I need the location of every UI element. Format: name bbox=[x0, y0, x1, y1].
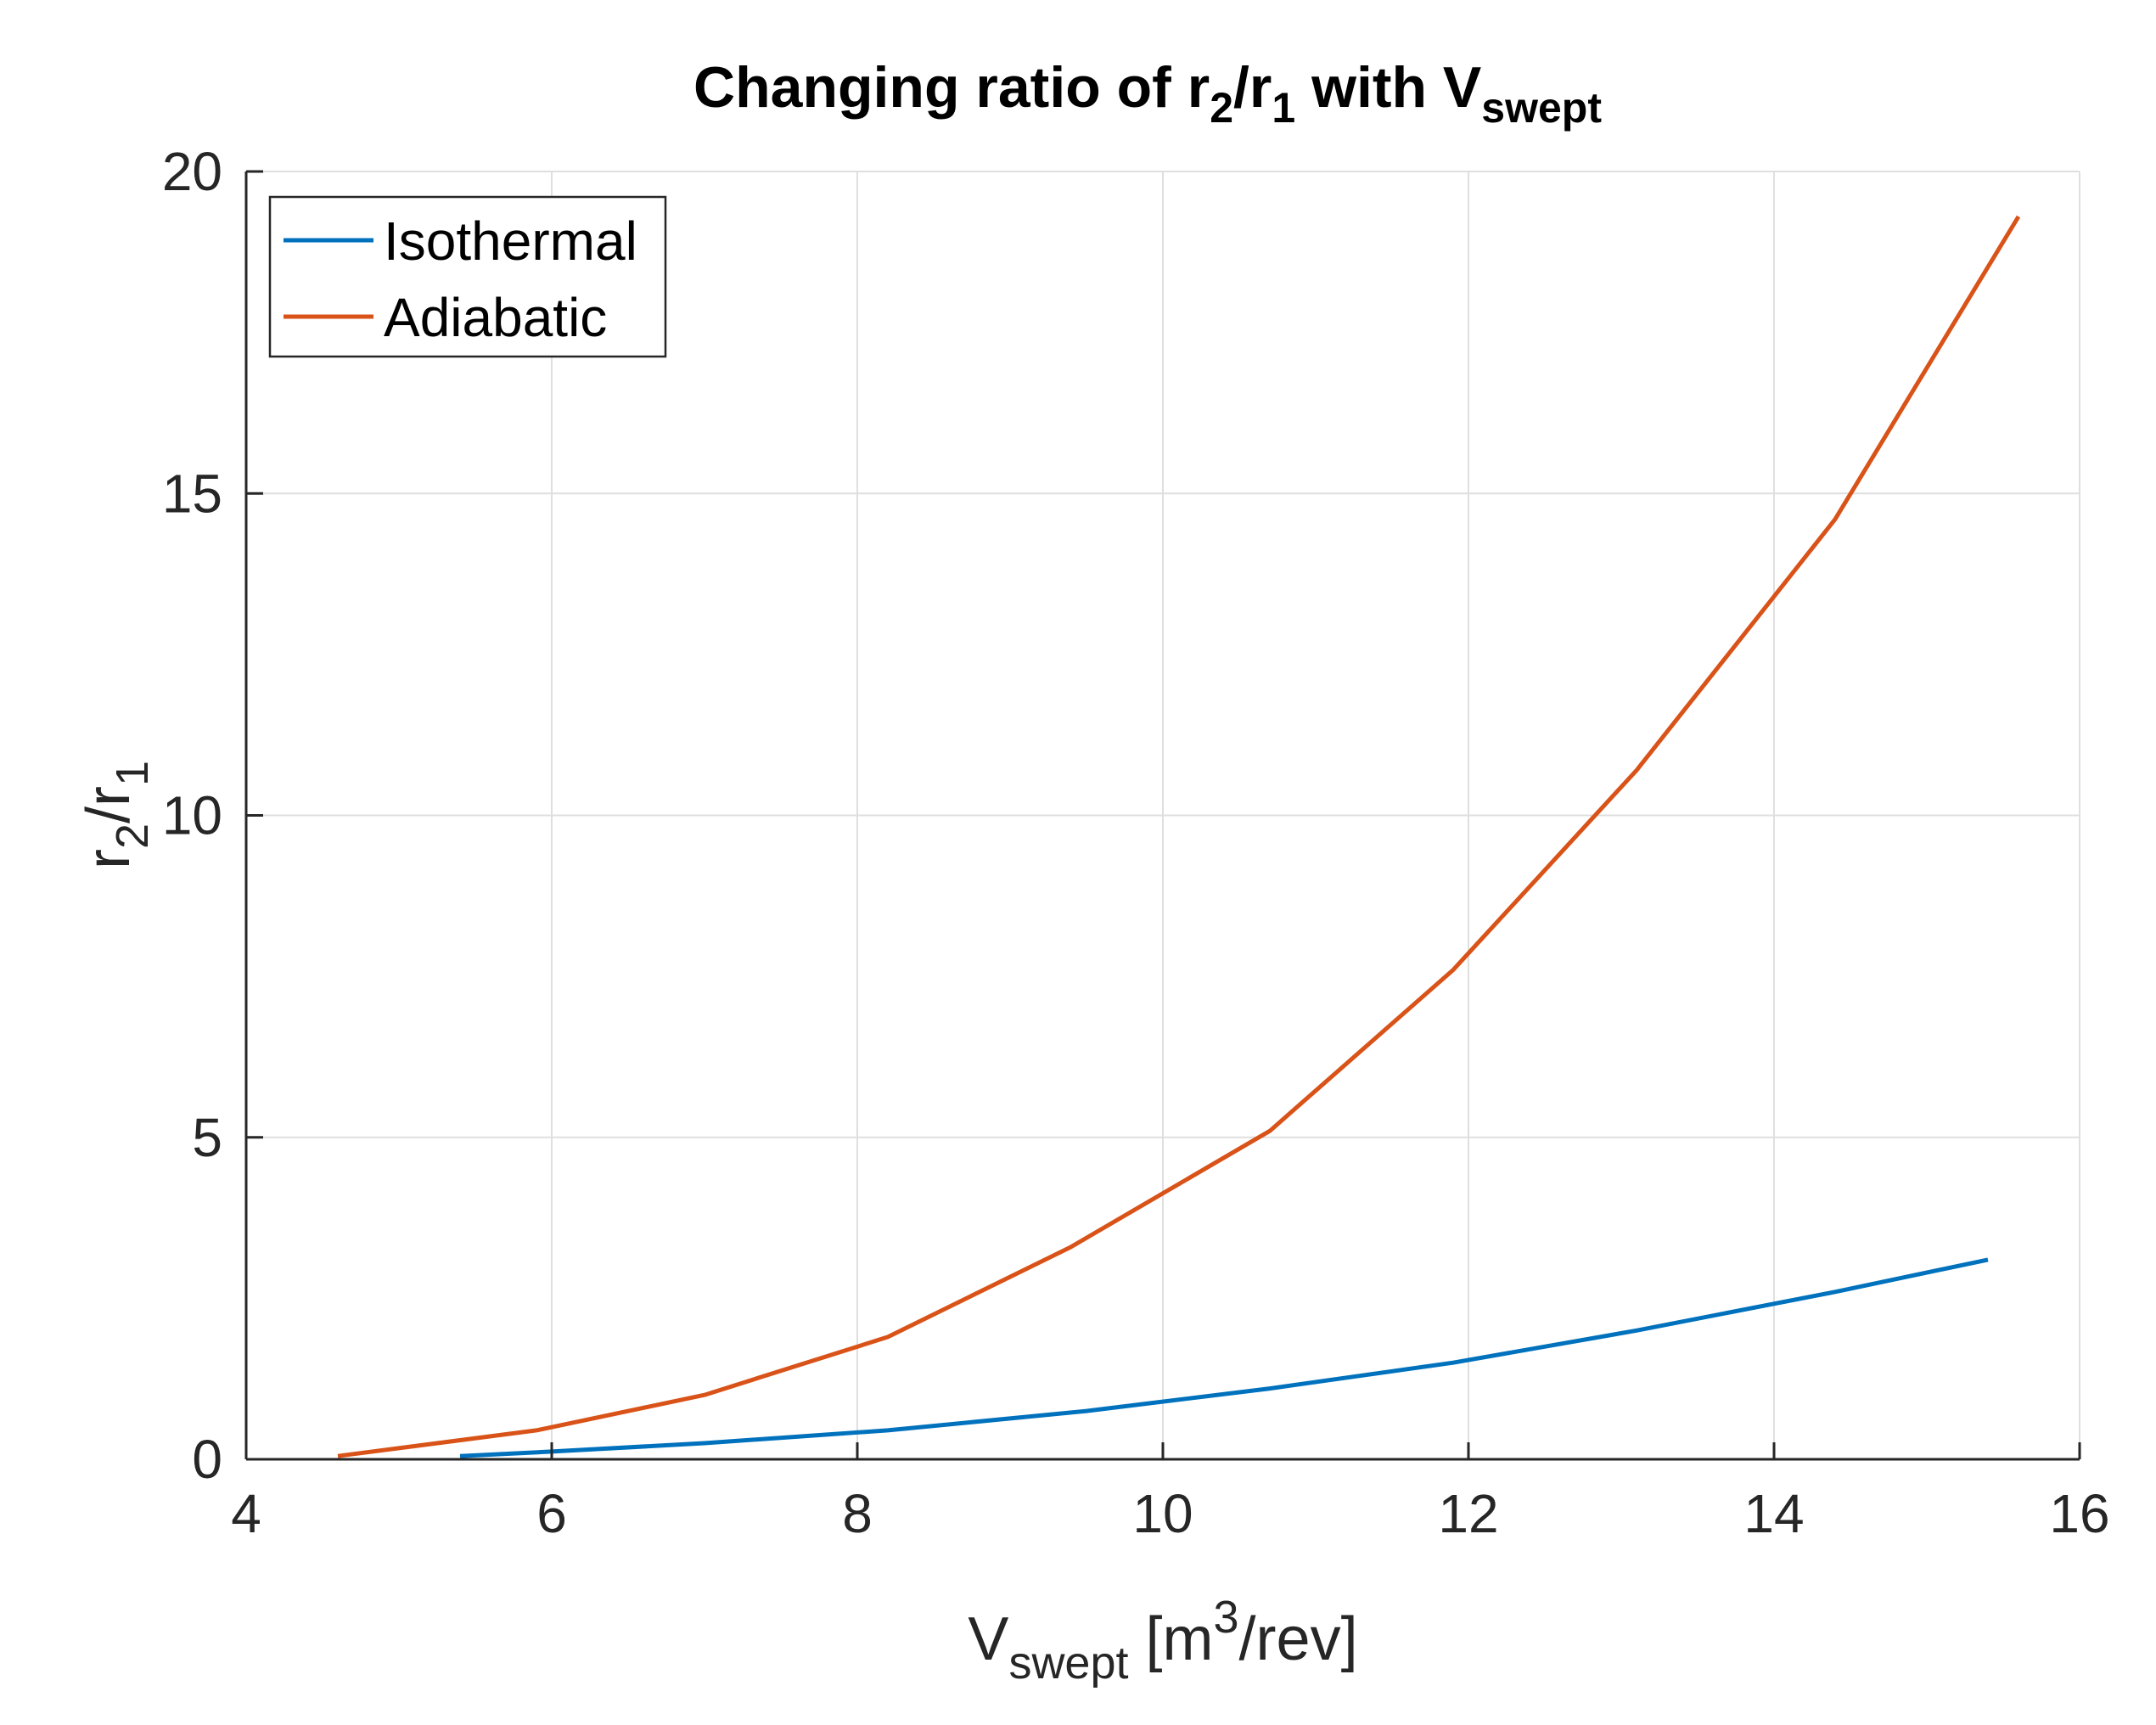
chart-title: Changing ratio of r2/r1 with Vswept bbox=[693, 55, 1602, 132]
y-tick-label-2: 10 bbox=[162, 785, 222, 846]
legend-label-adiabatic: Adiabatic bbox=[384, 287, 607, 348]
x-tick-label-4: 12 bbox=[1438, 1483, 1498, 1544]
tick-labels: 4 6 8 10 12 14 16 0 5 10 15 20 bbox=[162, 141, 2110, 1544]
title-sub-swept: swept bbox=[1481, 84, 1602, 132]
xlabel-unit-pre: [m bbox=[1129, 1605, 1214, 1673]
y-tick-label-1: 5 bbox=[192, 1107, 222, 1168]
x-tick-label-6: 16 bbox=[2049, 1483, 2109, 1544]
title-slash-r: /r bbox=[1233, 55, 1272, 120]
x-tick-label-3: 10 bbox=[1132, 1483, 1193, 1544]
x-tick-label-0: 4 bbox=[231, 1483, 261, 1544]
xlabel-sub-swept: swept bbox=[1008, 1638, 1128, 1688]
y-tick-label-0: 0 bbox=[192, 1429, 222, 1490]
x-tick-label-2: 8 bbox=[842, 1483, 873, 1544]
legend-label-isothermal: Isothermal bbox=[384, 211, 637, 272]
ylabel-sub-1: 1 bbox=[107, 761, 158, 786]
title-with-v: with V bbox=[1295, 55, 1481, 120]
series-line-isothermal bbox=[459, 1257, 1989, 1458]
ticks bbox=[244, 170, 2081, 1461]
xlabel-unit-post: /rev] bbox=[1239, 1605, 1358, 1673]
y-tick-label-4: 20 bbox=[162, 141, 222, 202]
series-layer bbox=[337, 215, 2021, 1458]
x-tick-label-5: 14 bbox=[1743, 1483, 1804, 1544]
legend-box bbox=[268, 195, 667, 358]
y-tick-label-3: 15 bbox=[162, 463, 222, 524]
ylabel-r: r bbox=[75, 849, 143, 869]
legend: Isothermal Adiabatic bbox=[268, 195, 667, 358]
series-line-adiabatic bbox=[337, 215, 2021, 1458]
title-sub-1: 1 bbox=[1272, 84, 1295, 132]
x-tick-label-1: 6 bbox=[536, 1483, 567, 1544]
y-axis-label: r2/r1 bbox=[75, 761, 158, 869]
xlabel-v: V bbox=[968, 1605, 1008, 1673]
title-sub-2: 2 bbox=[1210, 84, 1233, 132]
title-main: Changing ratio of r bbox=[693, 55, 1210, 120]
xlabel-sup-3: 3 bbox=[1214, 1592, 1239, 1643]
ylabel-slash-r: /r bbox=[75, 786, 143, 823]
x-axis-label: Vswept [m3/rev] bbox=[968, 1592, 1357, 1688]
ylabel-sub-2: 2 bbox=[107, 823, 158, 849]
